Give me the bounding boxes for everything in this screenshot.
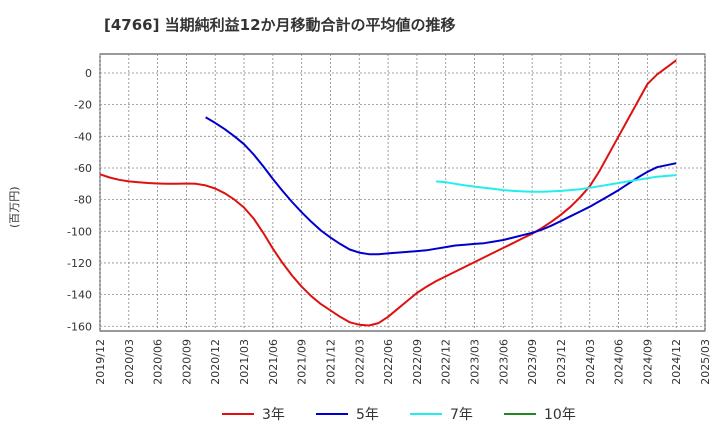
x-tick-label: 2024/09 [641, 339, 654, 385]
x-tick-label: 2020/06 [152, 339, 165, 385]
x-tick-label: 2020/12 [209, 339, 222, 385]
x-tick-label: 2024/03 [584, 339, 597, 385]
x-tick-label: 2021/03 [238, 339, 251, 385]
x-tick-label: 2022/09 [411, 339, 424, 385]
y-tick-label: -80 [74, 194, 92, 207]
x-tick-label: 2024/06 [613, 339, 626, 385]
legend-label: 10年 [544, 407, 576, 423]
y-tick-label: -40 [74, 130, 92, 143]
x-axis-ticks: 2019/12 2020/03 2020/06 2020/09 2020/12 2021/… [94, 339, 712, 385]
series-line [205, 116, 677, 256]
series-lines [99, 59, 677, 327]
grid [99, 53, 706, 332]
legend-label: 3年 [262, 407, 285, 423]
x-tick-label: 2023/03 [469, 339, 482, 385]
y-tick-label: -160 [67, 320, 92, 333]
y-tick-label: -140 [67, 289, 92, 302]
y-tick-label: -60 [74, 162, 92, 175]
x-tick-label: 2024/12 [670, 339, 683, 385]
series-line [436, 174, 677, 193]
y-tick-label: 0 [85, 67, 92, 80]
plot-area [99, 53, 706, 332]
x-tick-label: 2023/12 [555, 339, 568, 385]
legend: 3年 5年 7年 10年 [222, 407, 576, 423]
x-tick-label: 2025/03 [699, 339, 712, 385]
y-tick-label: -20 [74, 99, 92, 112]
x-tick-label: 2023/09 [526, 339, 539, 385]
y-tick-label: -100 [67, 225, 92, 238]
x-tick-label: 2020/03 [123, 339, 136, 385]
series-line [99, 59, 677, 327]
legend-label: 7年 [450, 407, 473, 423]
x-tick-label: 2023/06 [497, 339, 510, 385]
legend-label: 5年 [356, 407, 379, 423]
x-tick-label: 2022/06 [382, 339, 395, 385]
x-tick-label: 2021/09 [296, 339, 309, 385]
chart-title: [4766] 当期純利益12か月移動合計の平均値の推移 [104, 16, 456, 34]
y-tick-label: -120 [67, 257, 92, 270]
y-axis-ticks: 0 -20 -40 -60 -80 -100 -120 -140 -160 [67, 67, 92, 333]
x-tick-label: 2022/03 [353, 339, 366, 385]
x-tick-label: 2020/09 [180, 339, 193, 385]
x-tick-label: 2021/12 [324, 339, 337, 385]
x-tick-label: 2019/12 [94, 339, 107, 385]
x-tick-label: 2021/06 [267, 339, 280, 385]
x-tick-label: 2022/12 [440, 339, 453, 385]
